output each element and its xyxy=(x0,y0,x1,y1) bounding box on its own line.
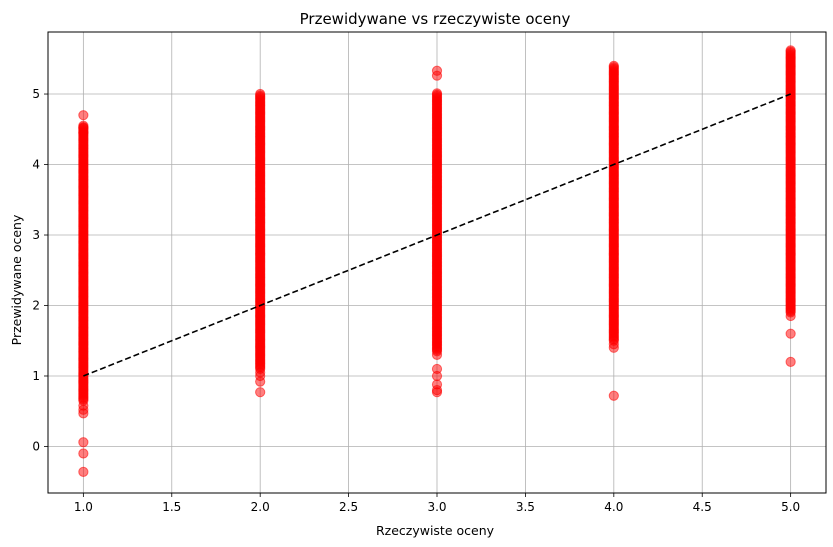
data-point xyxy=(78,466,89,477)
x-tick-label: 4.5 xyxy=(693,500,712,514)
data-point xyxy=(608,60,619,71)
y-tick-label: 5 xyxy=(32,87,40,101)
data-point xyxy=(785,310,796,322)
data-point xyxy=(608,390,619,401)
x-tick-label: 5.0 xyxy=(781,500,800,514)
data-point xyxy=(431,88,443,99)
chart-title: Przewidywane vs rzeczywiste oceny xyxy=(300,10,571,28)
data-point xyxy=(608,342,619,353)
y-axis-label: Przewidywane oceny xyxy=(9,214,24,345)
data-point xyxy=(785,356,796,367)
data-point xyxy=(255,376,266,387)
y-tick-label: 3 xyxy=(32,228,40,242)
data-point xyxy=(255,88,266,100)
data-point xyxy=(431,370,443,382)
x-tick-label: 4.0 xyxy=(604,500,623,514)
x-tick-label: 2.0 xyxy=(251,500,270,514)
data-points xyxy=(78,45,796,477)
data-point xyxy=(431,349,443,360)
axis-ticks: 1.0 1.5 2.0 2.5 3.0 3.5 4.0 4.5 5.0 0 1 2 3 4 5 xyxy=(32,87,800,514)
x-tick-label: 2.5 xyxy=(339,500,358,514)
data-point xyxy=(255,387,266,398)
data-point xyxy=(78,110,89,121)
data-point xyxy=(78,437,89,448)
x-tick-label: 3.0 xyxy=(427,500,446,514)
data-point xyxy=(431,70,443,81)
reference-line-group xyxy=(83,93,791,377)
y-tick-label: 0 xyxy=(32,439,40,453)
data-point xyxy=(78,408,89,419)
y-tick-label: 1 xyxy=(32,369,40,383)
x-tick-label: 1.0 xyxy=(74,500,93,514)
y-tick-label: 2 xyxy=(32,298,40,312)
data-point xyxy=(78,448,89,459)
data-point xyxy=(785,328,796,339)
x-tick-label: 3.5 xyxy=(516,500,535,514)
reference-line xyxy=(83,93,791,377)
x-axis-label: Rzeczywiste oceny xyxy=(376,523,495,538)
data-point xyxy=(431,387,443,398)
data-point xyxy=(78,127,89,138)
x-tick-label: 1.5 xyxy=(162,500,181,514)
data-point xyxy=(785,45,796,56)
y-tick-label: 4 xyxy=(32,158,40,172)
